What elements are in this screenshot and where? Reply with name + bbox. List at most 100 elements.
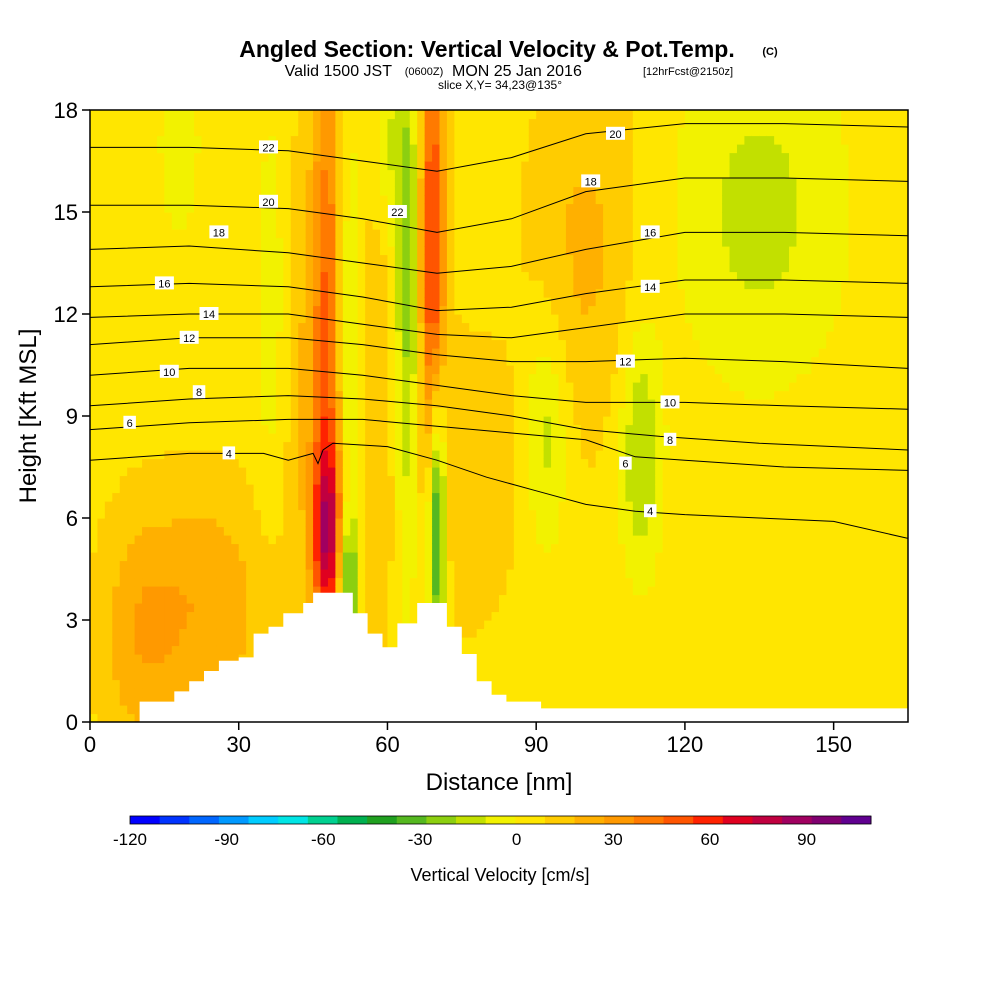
heatmap-cell — [603, 679, 612, 689]
heatmap-cell — [298, 535, 307, 545]
heatmap-cell — [194, 178, 203, 188]
heatmap-cell — [313, 407, 322, 417]
heatmap-cell — [595, 543, 604, 553]
heatmap-cell — [588, 390, 597, 400]
heatmap-cell — [97, 416, 106, 426]
heatmap-cell — [357, 314, 366, 324]
heatmap-cell — [335, 203, 344, 213]
heatmap-cell — [454, 348, 463, 358]
heatmap-cell — [194, 195, 203, 205]
heatmap-cell — [283, 254, 292, 264]
heatmap-cell — [320, 322, 329, 332]
heatmap-cell — [513, 144, 522, 154]
heatmap-cell — [491, 688, 500, 698]
heatmap-cell — [365, 152, 374, 162]
heatmap-cell — [104, 688, 113, 698]
heatmap-cell — [521, 688, 530, 698]
heatmap-cell — [261, 399, 270, 409]
heatmap-cell — [156, 688, 165, 698]
heatmap-cell — [380, 212, 389, 222]
heatmap-cell — [208, 127, 218, 137]
heatmap-cell — [238, 203, 247, 213]
heatmap-cell — [104, 713, 113, 722]
heatmap-cell — [372, 569, 381, 579]
heatmap-cell — [595, 424, 604, 434]
heatmap-cell — [461, 186, 470, 196]
heatmap-cell — [565, 305, 574, 315]
heatmap-cell — [342, 407, 351, 417]
heatmap-cell — [454, 280, 463, 290]
heatmap-cell — [313, 569, 322, 579]
heatmap-cell — [104, 441, 113, 451]
heatmap-cell — [261, 390, 270, 400]
heatmap-cell — [216, 416, 225, 426]
heatmap-cell — [238, 348, 247, 358]
heatmap-cell — [387, 169, 396, 179]
heatmap-cell — [97, 645, 106, 655]
heatmap-cell — [424, 484, 433, 494]
heatmap-cell — [201, 654, 210, 664]
heatmap-cell — [97, 169, 106, 179]
heatmap-cell — [142, 586, 151, 596]
heatmap-cell — [461, 288, 470, 298]
heatmap-cell — [290, 331, 299, 341]
heatmap-cell — [439, 569, 448, 579]
heatmap-cell — [350, 492, 359, 502]
heatmap-cell — [142, 535, 151, 545]
heatmap-cell — [112, 611, 121, 621]
heatmap-cell — [461, 458, 470, 468]
heatmap-cell — [134, 526, 143, 536]
heatmap-cell — [491, 654, 500, 664]
heatmap-cell — [551, 560, 560, 570]
heatmap-cell — [484, 637, 493, 647]
heatmap-cell — [164, 645, 173, 655]
heatmap-cell — [335, 458, 344, 468]
heatmap-cell — [394, 611, 403, 621]
heatmap-cell — [528, 152, 537, 162]
heatmap-cell — [588, 637, 597, 647]
heatmap-cell — [357, 127, 366, 137]
heatmap-cell — [127, 450, 136, 460]
heatmap-cell — [298, 543, 307, 553]
heatmap-cell — [499, 509, 508, 519]
heatmap-cell — [476, 441, 485, 451]
heatmap-cell — [216, 161, 225, 171]
heatmap-cell — [112, 314, 121, 324]
heatmap-cell — [580, 475, 589, 485]
heatmap-cell — [394, 373, 403, 383]
heatmap-cell — [104, 662, 113, 672]
heatmap-cell — [424, 152, 433, 162]
heatmap-cell — [357, 569, 366, 579]
heatmap-cell — [142, 433, 151, 443]
heatmap-cell — [149, 671, 158, 681]
heatmap-cell — [439, 348, 448, 358]
heatmap-cell — [275, 433, 284, 443]
heatmap-cell — [253, 348, 262, 358]
heatmap-cell — [261, 543, 270, 553]
heatmap-cell — [231, 237, 240, 247]
heatmap-cell — [476, 229, 485, 239]
heatmap-cell — [476, 620, 485, 630]
heatmap-cell — [513, 373, 522, 383]
heatmap-cell — [424, 144, 433, 154]
heatmap-cell — [409, 212, 418, 222]
heatmap-cell — [536, 135, 545, 145]
heatmap-cell — [313, 195, 322, 205]
heatmap-cell — [298, 433, 307, 443]
heatmap-cell — [186, 552, 195, 562]
heatmap-cell — [261, 110, 270, 120]
heatmap-cell — [186, 220, 195, 230]
heatmap-cell — [484, 203, 493, 213]
heatmap-cell — [484, 271, 493, 281]
heatmap-cell — [216, 509, 225, 519]
heatmap-cell — [261, 127, 270, 137]
heatmap-cell — [127, 662, 136, 672]
heatmap-cell — [543, 135, 552, 145]
heatmap-cell — [506, 186, 515, 196]
heatmap-cell — [588, 127, 597, 137]
heatmap-cell — [461, 407, 470, 417]
heatmap-cell — [97, 611, 106, 621]
heatmap-cell — [580, 280, 589, 290]
heatmap-cell — [372, 382, 381, 392]
heatmap-cell — [149, 543, 158, 553]
